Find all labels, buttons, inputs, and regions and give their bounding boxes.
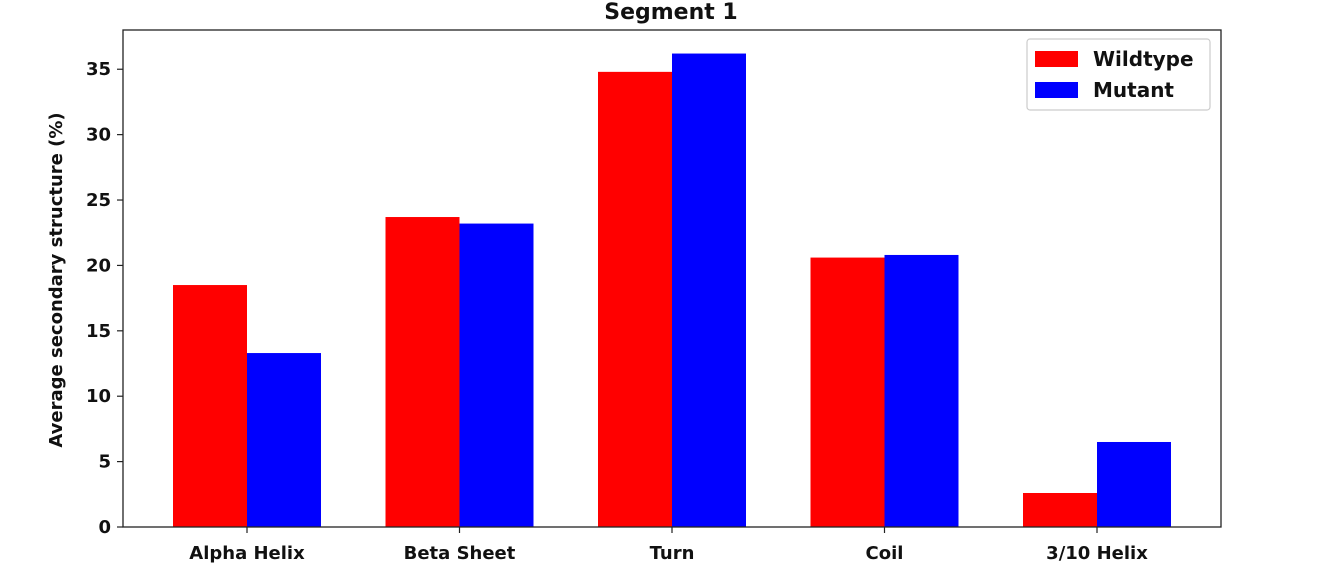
legend-swatch-wildtype bbox=[1035, 51, 1078, 67]
bar-mutant-turn bbox=[672, 53, 746, 527]
bar-mutant-coil bbox=[884, 254, 959, 528]
plot-frame bbox=[122, 29, 1222, 528]
bars-group bbox=[173, 53, 1171, 528]
bar-mutant-3-10-helix bbox=[1097, 441, 1171, 527]
y-tick-label: 30 bbox=[86, 125, 111, 146]
x-tick-label: Turn bbox=[650, 543, 695, 564]
bar-wildtype-alpha-helix bbox=[173, 285, 247, 527]
bar-wildtype-coil bbox=[810, 257, 885, 527]
legend-swatch-mutant bbox=[1035, 82, 1078, 98]
legend-label-wildtype: Wildtype bbox=[1093, 47, 1194, 71]
y-axis-title: Average secondary structure (%) bbox=[46, 112, 67, 447]
y-axis-ticks: 0 5 10 15 20 25 30 35 bbox=[86, 59, 123, 538]
x-axis-ticks: Alpha Helix Beta Sheet Turn Coil 3/10 Helix bbox=[189, 527, 1148, 564]
y-tick-label: 25 bbox=[86, 190, 111, 211]
x-tick-label: Coil bbox=[866, 543, 904, 564]
bar-mutant-alpha-helix bbox=[247, 353, 321, 527]
bar-wildtype-beta-sheet bbox=[385, 217, 460, 528]
legend: Wildtype Mutant bbox=[1026, 38, 1211, 111]
x-tick-label: Beta Sheet bbox=[404, 543, 516, 564]
y-tick-label: 10 bbox=[86, 386, 111, 407]
y-tick-label: 5 bbox=[98, 452, 111, 473]
bar-wildtype-turn bbox=[598, 71, 672, 527]
bar-mutant-beta-sheet bbox=[459, 223, 534, 527]
chart-title: Segment 1 bbox=[604, 0, 738, 25]
y-tick-label: 20 bbox=[86, 255, 111, 276]
bar-wildtype-3-10-helix bbox=[1023, 492, 1097, 527]
legend-label-mutant: Mutant bbox=[1093, 78, 1174, 102]
x-tick-label: 3/10 Helix bbox=[1046, 543, 1148, 564]
y-tick-label: 15 bbox=[86, 321, 111, 342]
y-tick-label: 35 bbox=[86, 59, 111, 80]
y-tick-label: 0 bbox=[98, 517, 111, 538]
x-tick-label: Alpha Helix bbox=[189, 543, 305, 564]
